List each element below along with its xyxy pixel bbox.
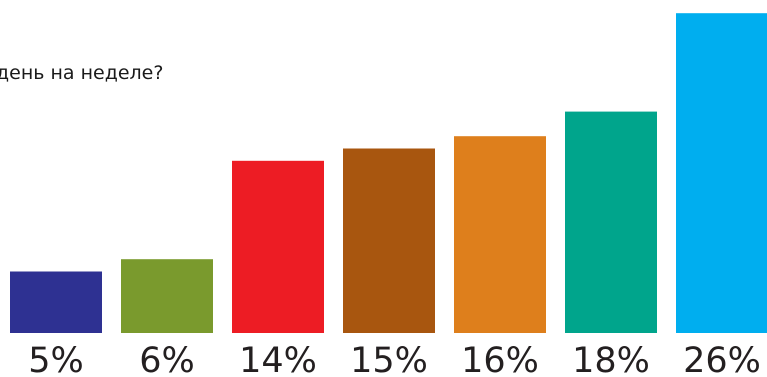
chart-question-title: день на неделе? xyxy=(0,62,164,84)
bar-1 xyxy=(10,271,102,333)
bar-7 xyxy=(676,13,767,333)
value-label-5: 16% xyxy=(461,341,539,377)
bar-3 xyxy=(232,160,324,333)
bar-6 xyxy=(565,111,657,333)
value-label-4: 15% xyxy=(350,341,428,377)
value-label-3: 14% xyxy=(239,341,317,377)
bar-4 xyxy=(343,148,435,333)
bar-5 xyxy=(454,136,546,333)
value-label-7: 26% xyxy=(683,341,761,377)
value-label-2: 6% xyxy=(139,341,195,377)
value-label-6: 18% xyxy=(572,341,650,377)
value-label-1: 5% xyxy=(28,341,84,377)
bars-group xyxy=(10,13,767,333)
bar-2 xyxy=(121,259,213,333)
value-labels-group: 5% 6% 14% 15% 16% 18% 26% xyxy=(28,341,761,377)
